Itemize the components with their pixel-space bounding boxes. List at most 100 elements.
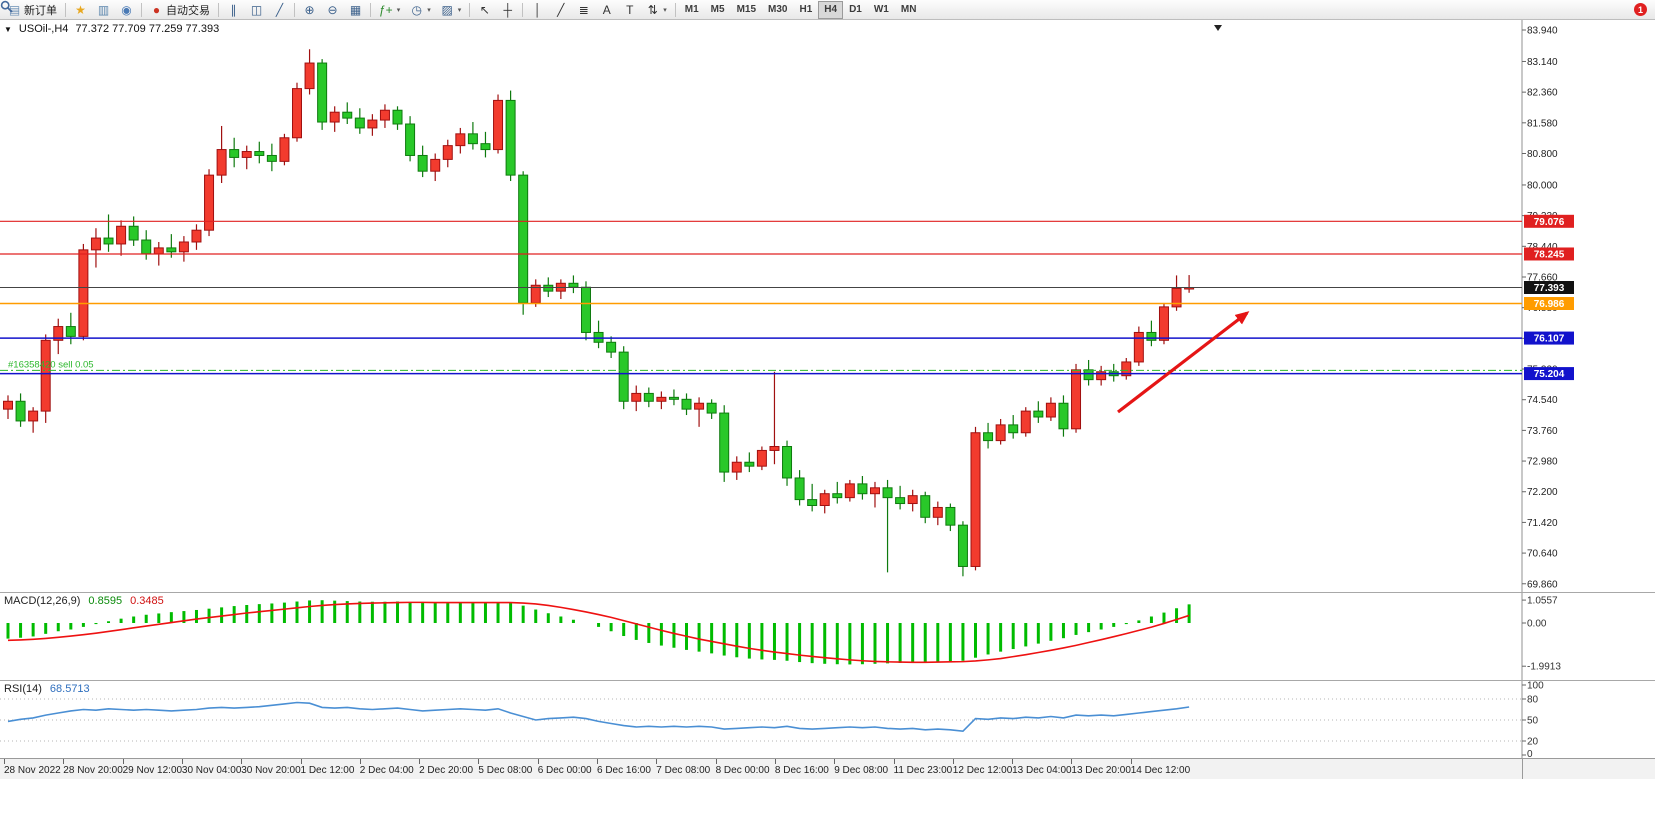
time-axis-label: 8 Dec 00:00	[715, 759, 770, 776]
candle	[1083, 359, 1094, 386]
autotrading-button[interactable]: ● 自动交易	[145, 1, 215, 19]
time-axis-label: 2 Dec 04:00	[359, 759, 414, 776]
one-click-trading-toggle-icon[interactable]: ▼	[4, 24, 12, 34]
price-chart-canvas[interactable]: 83.94083.14082.36081.58080.80080.00079.2…	[0, 20, 1655, 592]
candle	[367, 114, 378, 136]
candle	[593, 320, 604, 349]
crosshair-icon: ┼	[503, 2, 512, 17]
crosshair-button[interactable]: ┼	[496, 1, 519, 19]
candle	[317, 59, 328, 130]
time-axis-label: 13 Dec 04:00	[1012, 759, 1072, 776]
fibonacci-icon: ≣	[578, 2, 589, 17]
fibonacci-button[interactable]: ≣	[572, 1, 595, 19]
rsi-axis-tick: 0	[1527, 749, 1533, 758]
candle	[216, 125, 227, 183]
price-axis-tick: 71.420	[1527, 518, 1558, 529]
search-button[interactable]	[0, 0, 1627, 19]
candle	[907, 489, 918, 512]
candle	[970, 426, 981, 571]
templates-icon: ▨	[441, 2, 453, 17]
current-price-line: 77.393	[0, 280, 1574, 294]
chart-ohlc-values: 77.372 77.709 77.259 77.393	[75, 23, 220, 35]
candle	[983, 422, 994, 449]
text-icon: A	[602, 2, 611, 17]
candle	[681, 393, 692, 416]
rsi-canvas[interactable]: 100 80 50 200	[0, 681, 1655, 758]
notification-badge[interactable]: 1	[1634, 3, 1647, 16]
candlestick-chart-button[interactable]: ◫	[245, 1, 268, 19]
time-axis-label: 29 Nov 12:00	[122, 759, 183, 776]
timeframe-h1-button[interactable]: H1	[799, 4, 813, 15]
new-order-button[interactable]: ▤ 新订单	[3, 1, 62, 19]
horizontal-line[interactable]: 76.986	[0, 297, 1574, 311]
time-axis-label: 11 Dec 23:00	[893, 759, 953, 776]
price-axis-tick: 78.440	[1527, 242, 1558, 253]
candle	[580, 281, 591, 341]
price-line-label: 75.204	[1534, 369, 1565, 380]
timeframe-mn-button[interactable]: MN	[900, 4, 917, 15]
timeframe-w1-button[interactable]: W1	[873, 4, 889, 15]
candle	[694, 397, 705, 427]
vline-icon: │	[533, 2, 542, 17]
time-axis-label: 7 Dec 08:00	[656, 759, 711, 776]
indicators-button[interactable]: ƒ+ ▾	[374, 1, 405, 19]
text-button[interactable]: A	[595, 1, 618, 19]
trend-arrow[interactable]	[1117, 311, 1250, 414]
cursor-button[interactable]: ↖	[473, 1, 496, 19]
timeframe-d1-button[interactable]: D1	[849, 4, 862, 15]
time-axis-label: 5 Dec 08:00	[478, 759, 533, 776]
candle	[782, 440, 793, 486]
time-axis-label: 6 Dec 16:00	[597, 759, 651, 776]
rsi-panel: 100 80 50 20 0 RSI(14) 68.5713	[0, 680, 1655, 758]
community-button[interactable]: ◉	[115, 1, 138, 19]
market-watch-button[interactable]: ▥	[92, 1, 115, 19]
periods-button[interactable]: ◷ ▾	[405, 1, 436, 19]
timeframe-m5-button[interactable]: M5	[710, 4, 725, 15]
toolbar-separator	[522, 2, 524, 17]
candle	[869, 481, 880, 508]
candle	[455, 127, 466, 154]
macd-canvas[interactable]: 1.0557 0.00 -1.9913	[0, 593, 1655, 680]
macd-main-value: 0.8595	[88, 595, 123, 607]
profiles-button[interactable]: ★	[69, 1, 92, 19]
timeframe-m30-button[interactable]: M30	[768, 4, 788, 15]
timeframe-h4-button[interactable]: H4	[818, 0, 844, 19]
price-axis-tick: 83.140	[1527, 57, 1558, 68]
timeframe-m15-button[interactable]: M15	[736, 4, 757, 15]
horizontal-line[interactable]: 79.076	[0, 214, 1574, 228]
candle	[995, 418, 1006, 445]
time-axis-label: 30 Nov 20:00	[241, 759, 301, 776]
candle	[518, 171, 529, 315]
open-order-line[interactable]: #16358420 sell 0.05	[0, 359, 1522, 371]
candle	[254, 141, 265, 164]
candle	[744, 452, 755, 473]
horizontal-line[interactable]: 76.107	[0, 331, 1574, 345]
chart-shift-marker[interactable]	[1214, 25, 1222, 31]
price-axis-tick: 74.540	[1527, 395, 1558, 406]
candle	[1020, 407, 1031, 437]
arrows-button[interactable]: ⇅ ▾	[641, 1, 672, 19]
rsi-axis-tick: 50	[1527, 716, 1539, 727]
line-chart-button[interactable]: ╱	[268, 1, 291, 19]
price-axis-tick: 80.800	[1527, 149, 1558, 160]
search-icon	[0, 0, 13, 13]
horizontal-line[interactable]: 75.204	[0, 367, 1574, 381]
candle	[379, 104, 390, 128]
time-axis-label: 12 Dec 12:00	[952, 759, 1013, 776]
zoom-out-button[interactable]: ⊖	[321, 1, 344, 19]
zoom-in-button[interactable]: ⊕	[298, 1, 321, 19]
timeframe-m1-button[interactable]: M1	[684, 4, 699, 15]
open-order-label: #16358420 sell 0.05	[8, 359, 94, 370]
vertical-line-button[interactable]: │	[526, 1, 549, 19]
trendline-button[interactable]: ╱	[549, 1, 572, 19]
price-axis-tick: 77.660	[1527, 272, 1558, 283]
rsi-indicator-name: RSI(14)	[4, 683, 42, 695]
candles-icon: ◫	[250, 2, 263, 17]
tile-windows-button[interactable]: ▦	[344, 1, 367, 19]
text-label-button[interactable]: T	[618, 1, 641, 19]
templates-button[interactable]: ▨ ▾	[436, 1, 467, 19]
time-axis[interactable]: 28 Nov 2022 28 Nov 20:00 29 Nov 12:00 30 No…	[0, 758, 1655, 779]
horizontal-line[interactable]: 78.245	[0, 247, 1574, 261]
bar-chart-button[interactable]: ∥	[222, 1, 245, 19]
toolbar-separator	[294, 2, 295, 17]
